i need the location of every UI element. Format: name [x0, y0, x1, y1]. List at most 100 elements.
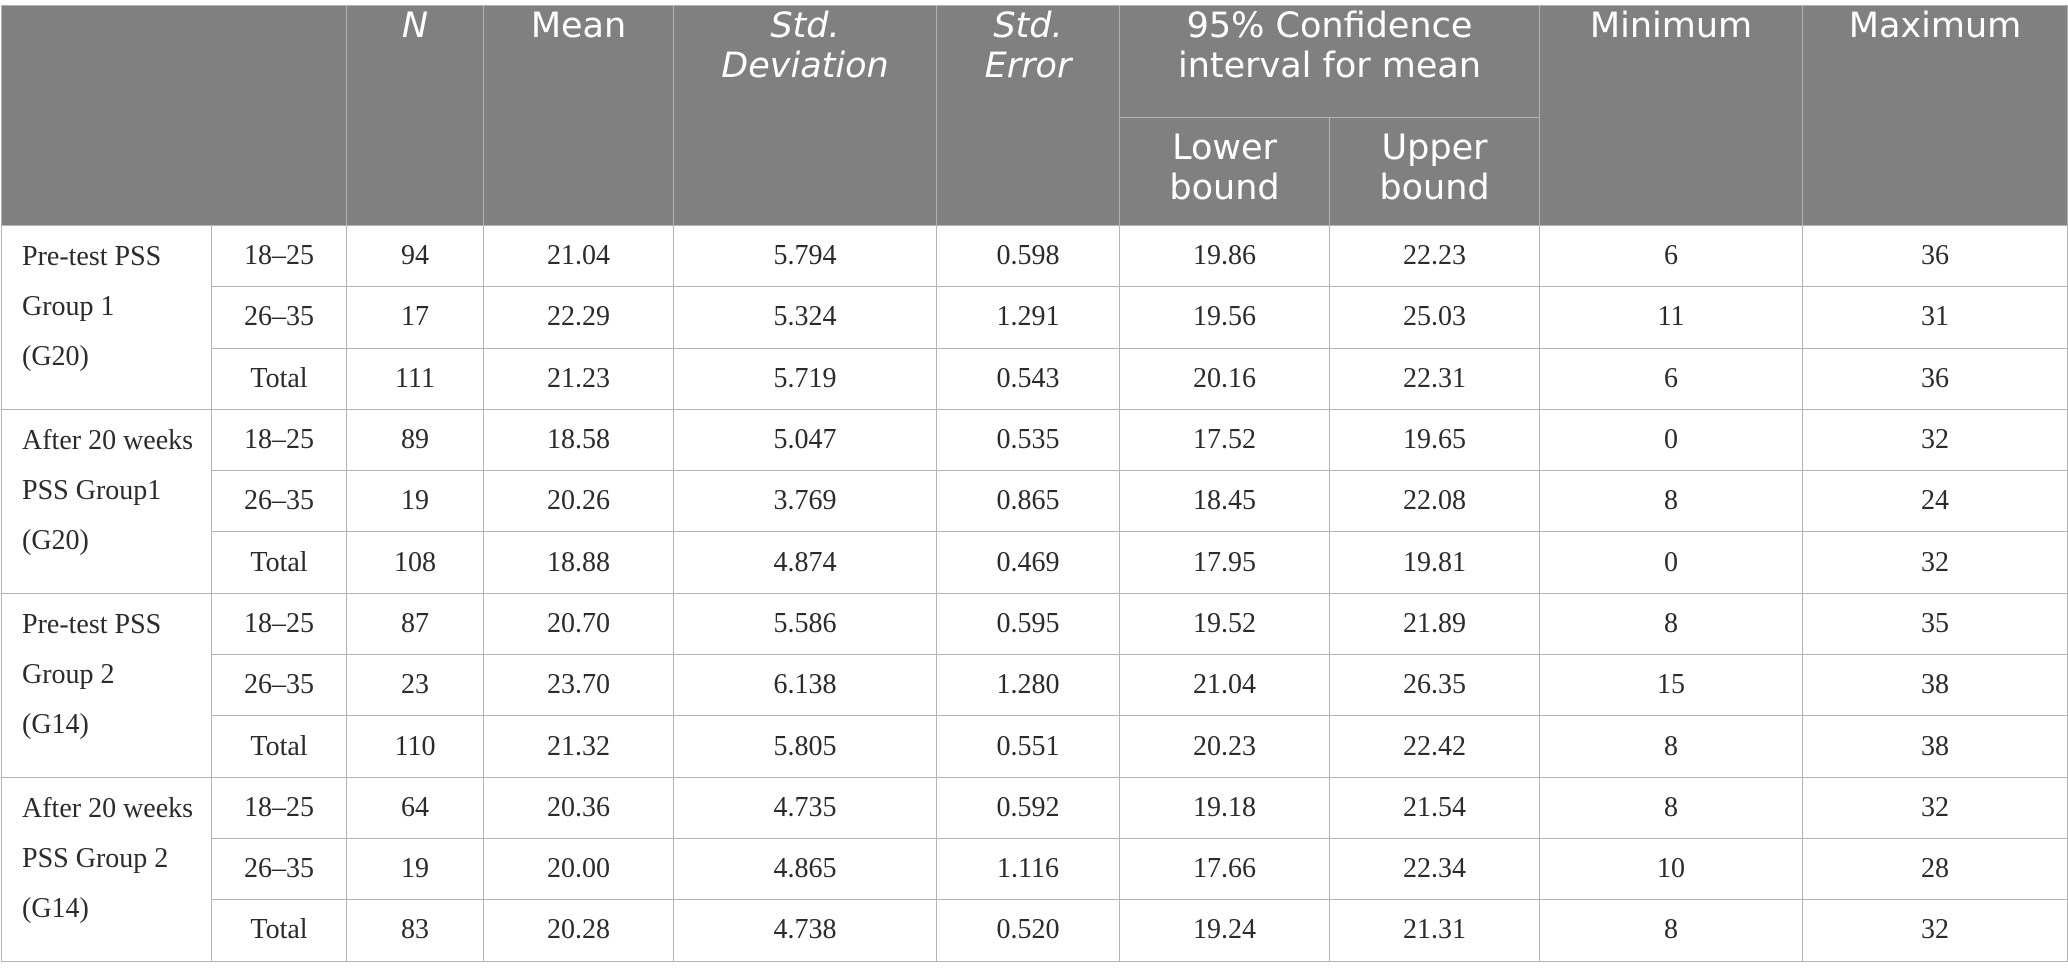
std-deviation-cell: 6.138	[673, 654, 937, 717]
maximum-cell: 38	[1802, 654, 2068, 717]
mean-cell: 20.36	[483, 776, 674, 839]
group-label-line: Group 2	[22, 658, 115, 690]
n-cell: 110	[346, 715, 484, 778]
n-cell: 111	[346, 347, 484, 410]
lower-bound-cell: 17.95	[1119, 531, 1330, 594]
minimum-cell: 8	[1539, 715, 1804, 778]
maximum-cell: 28	[1802, 837, 2068, 901]
age-range-cell: Total	[211, 715, 347, 778]
group-label-line: After 20 weeks	[22, 792, 194, 824]
table-row: Total 110 21.32 5.805 0.551 20.23 22.42 8 38	[2, 715, 2068, 778]
std-deviation-cell: 5.719	[673, 347, 937, 410]
mean-cell: 23.70	[483, 654, 674, 717]
header-std-deviation: Std. Deviation	[673, 5, 937, 226]
group-label-line: Group 1	[22, 291, 115, 322]
header-maximum: Maximum	[1802, 5, 2068, 226]
n-cell: 87	[346, 592, 484, 656]
n-cell: 83	[346, 899, 484, 962]
minimum-cell: 8	[1539, 592, 1804, 656]
lower-bound-cell: 19.18	[1119, 776, 1330, 839]
minimum-cell: 0	[1539, 531, 1804, 594]
header-confidence-interval: 95% Confidence interval for mean	[1118, 5, 1541, 118]
std-deviation-cell: 5.586	[673, 592, 937, 656]
group-label-line: Pre-test PSS	[22, 241, 162, 272]
mean-cell: 20.00	[483, 837, 674, 901]
header-n: N	[346, 5, 484, 226]
lower-bound-cell: 19.56	[1119, 286, 1330, 349]
maximum-cell: 36	[1802, 347, 2068, 410]
mean-cell: 21.32	[483, 715, 674, 778]
minimum-cell: 11	[1539, 286, 1804, 349]
maximum-cell: 32	[1802, 531, 2068, 594]
age-range-cell: 26–35	[211, 470, 347, 533]
std-error-cell: 0.595	[936, 592, 1120, 656]
upper-bound-cell: 19.81	[1328, 531, 1541, 594]
age-range-cell: 18–25	[211, 224, 347, 288]
group-label: After 20 weeks PSS Group1 (G20)	[1, 408, 212, 594]
table-row: 26–35 19 20.26 3.769 0.865 18.45 22.08 8 24	[2, 470, 2068, 533]
n-cell: 19	[346, 470, 484, 533]
mean-cell: 20.26	[483, 470, 674, 533]
n-cell: 108	[346, 531, 484, 594]
minimum-cell: 8	[1539, 470, 1804, 533]
table-row: 26–35 17 22.29 5.324 1.291 19.56 25.03 11 31	[2, 286, 2068, 349]
n-cell: 23	[346, 654, 484, 717]
upper-bound-cell: 21.54	[1328, 776, 1541, 839]
header-mean: Mean	[483, 5, 674, 226]
lower-bound-cell: 20.23	[1119, 715, 1330, 778]
table-header: N Mean Std. Deviation Std. Error 95% Con…	[1, 5, 2068, 226]
std-deviation-cell: 4.874	[673, 531, 937, 594]
lower-bound-cell: 18.45	[1119, 470, 1330, 533]
group-label-line: (G14)	[22, 892, 89, 924]
table-row: Total 108 18.88 4.874 0.469 17.95 19.81 0 32	[2, 531, 2068, 594]
upper-bound-cell: 22.08	[1328, 470, 1541, 533]
std-error-cell: 1.280	[936, 654, 1120, 717]
table-row: Total 83 20.28 4.738 0.520 19.24 21.31 8 32	[2, 899, 2068, 962]
age-range-cell: Total	[211, 531, 347, 594]
header-upper-bound: Upper bound	[1328, 117, 1541, 226]
n-cell: 64	[346, 776, 484, 839]
age-range-cell: 18–25	[211, 776, 347, 839]
lower-bound-cell: 21.04	[1119, 654, 1330, 717]
std-error-cell: 0.520	[936, 899, 1120, 962]
std-deviation-cell: 5.794	[673, 224, 937, 288]
group-label-line: (G14)	[22, 708, 89, 740]
lower-bound-cell: 19.24	[1119, 899, 1330, 962]
maximum-cell: 36	[1802, 224, 2068, 288]
header-upper-line2: bound	[1379, 168, 1490, 208]
minimum-cell: 8	[1539, 899, 1804, 962]
std-error-cell: 0.543	[936, 347, 1120, 410]
upper-bound-cell: 21.31	[1328, 899, 1541, 962]
group-label-line: After 20 weeks	[22, 424, 194, 456]
header-std-error-line1: Std.	[993, 6, 1063, 46]
std-deviation-cell: 5.047	[673, 408, 937, 472]
upper-bound-cell: 25.03	[1328, 286, 1541, 349]
std-deviation-cell: 5.805	[673, 715, 937, 778]
group-label-line: Pre-test PSS	[22, 608, 162, 640]
header-ci-line1: 95% Confidence	[1186, 6, 1473, 46]
header-std-deviation-line1: Std.	[770, 6, 840, 46]
maximum-cell: 32	[1802, 408, 2068, 472]
minimum-cell: 6	[1539, 224, 1804, 288]
std-deviation-cell: 4.865	[673, 837, 937, 901]
group-label-line: (G20)	[22, 524, 89, 556]
upper-bound-cell: 19.65	[1328, 408, 1541, 472]
maximum-cell: 31	[1802, 286, 2068, 349]
header-std-deviation-line2: Deviation	[721, 46, 889, 86]
group-label: After 20 weeks PSS Group 2 (G14)	[1, 776, 212, 962]
mean-cell: 21.04	[483, 224, 674, 288]
lower-bound-cell: 20.16	[1119, 347, 1330, 410]
group-label-line: PSS Group 2	[22, 842, 169, 874]
upper-bound-cell: 22.31	[1328, 347, 1541, 410]
age-range-cell: Total	[211, 347, 347, 410]
std-deviation-cell: 4.735	[673, 776, 937, 839]
minimum-cell: 0	[1539, 408, 1804, 472]
table-row: Pre-test PSS Group 2 (G14) 18–25 87 20.70 5.58…	[1, 592, 2068, 778]
upper-bound-cell: 22.23	[1328, 224, 1541, 288]
header-lower-line1: Lower	[1172, 128, 1277, 168]
mean-cell: 21.23	[483, 347, 674, 410]
table-row: 26–35 19 20.00 4.865 1.116 17.66 22.34 10 28	[2, 837, 2068, 901]
age-range-cell: 18–25	[211, 408, 347, 472]
n-cell: 17	[346, 286, 484, 349]
minimum-cell: 10	[1539, 837, 1804, 901]
